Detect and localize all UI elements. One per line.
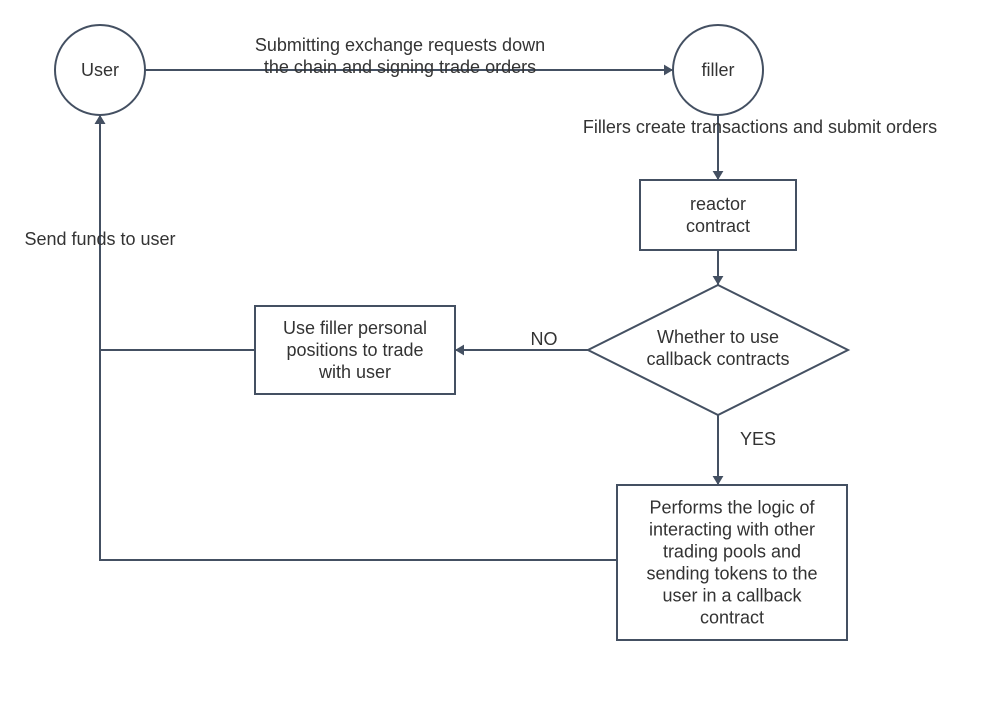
arrowhead xyxy=(455,345,464,356)
arrowhead xyxy=(713,476,724,485)
edge-label-user_to_filler: Submitting exchange requests downthe cha… xyxy=(255,35,545,77)
arrowhead xyxy=(95,115,106,124)
edge-label-filler_to_reactor: Fillers create transactions and submit o… xyxy=(583,117,937,137)
reactor-label: reactorcontract xyxy=(686,194,750,236)
edge-label-send_funds_label: Send funds to user xyxy=(24,229,175,249)
edge-label-decision_yes: YES xyxy=(740,429,776,449)
arrowhead xyxy=(713,171,724,180)
user-label: User xyxy=(81,60,119,80)
filler-label: filler xyxy=(701,60,734,80)
decision-label: Whether to usecallback contracts xyxy=(646,327,789,369)
edge-label-decision_no: NO xyxy=(531,329,558,349)
reactor-rect xyxy=(640,180,796,250)
arrowhead xyxy=(664,65,673,76)
callback-label: Performs the logic ofinteracting with ot… xyxy=(646,498,817,628)
arrowhead xyxy=(713,276,724,285)
node-reactor xyxy=(640,180,796,250)
useFiller-label: Use filler personalpositions to tradewit… xyxy=(283,318,427,382)
